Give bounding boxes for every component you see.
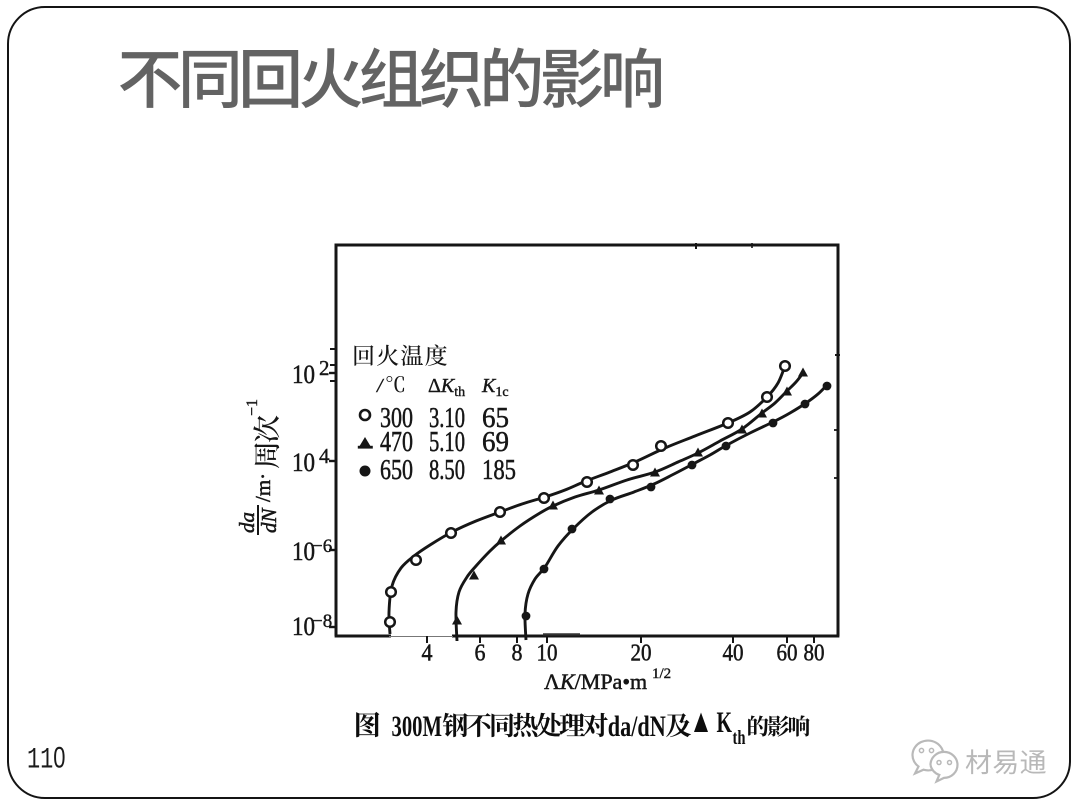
svg-text:10: 10 (292, 360, 315, 389)
svg-text:1/2: 1/2 (652, 666, 671, 682)
svg-text:−8: −8 (312, 611, 332, 632)
svg-text:300: 300 (380, 403, 413, 434)
svg-text:da: da (235, 512, 259, 533)
svg-text:5.10: 5.10 (429, 427, 465, 458)
svg-text:/m·: /m· (251, 473, 275, 502)
svg-text:6: 6 (475, 641, 486, 667)
svg-text:4: 4 (422, 641, 433, 667)
svg-text:4: 4 (319, 444, 330, 468)
svg-text:60: 60 (777, 641, 798, 667)
svg-text:−6: −6 (312, 536, 332, 557)
svg-text:10: 10 (537, 641, 558, 667)
svg-text:300M: 300M (392, 710, 443, 743)
svg-text:ΛK/MPa•m: ΛK/MPa•m (544, 669, 647, 694)
svg-text:K: K (717, 706, 733, 739)
svg-text:10: 10 (292, 537, 315, 566)
svg-text:80: 80 (804, 641, 825, 667)
svg-text:−1: −1 (244, 399, 261, 416)
svg-text:69: 69 (482, 427, 509, 458)
svg-text:110: 110 (27, 742, 66, 778)
svg-text:K1c: K1c (481, 375, 509, 400)
svg-text:10: 10 (292, 612, 315, 641)
svg-text:10: 10 (292, 448, 315, 477)
svg-text:3.10: 3.10 (429, 403, 465, 434)
svg-text:8: 8 (512, 641, 523, 667)
svg-text:dN: dN (257, 508, 281, 534)
svg-text:65: 65 (482, 403, 509, 434)
svg-text:20: 20 (631, 641, 652, 667)
svg-text:40: 40 (723, 641, 744, 667)
svg-text:2: 2 (319, 356, 330, 380)
svg-text:th: th (733, 727, 746, 749)
svg-text:8.50: 8.50 (429, 455, 465, 486)
svg-text:650: 650 (380, 455, 413, 486)
svg-text:470: 470 (380, 427, 413, 458)
svg-text:ΔKth: ΔKth (428, 375, 465, 400)
svg-text:da/dN: da/dN (608, 710, 666, 743)
svg-text:185: 185 (482, 455, 516, 486)
svg-text:/: / (376, 375, 385, 397)
